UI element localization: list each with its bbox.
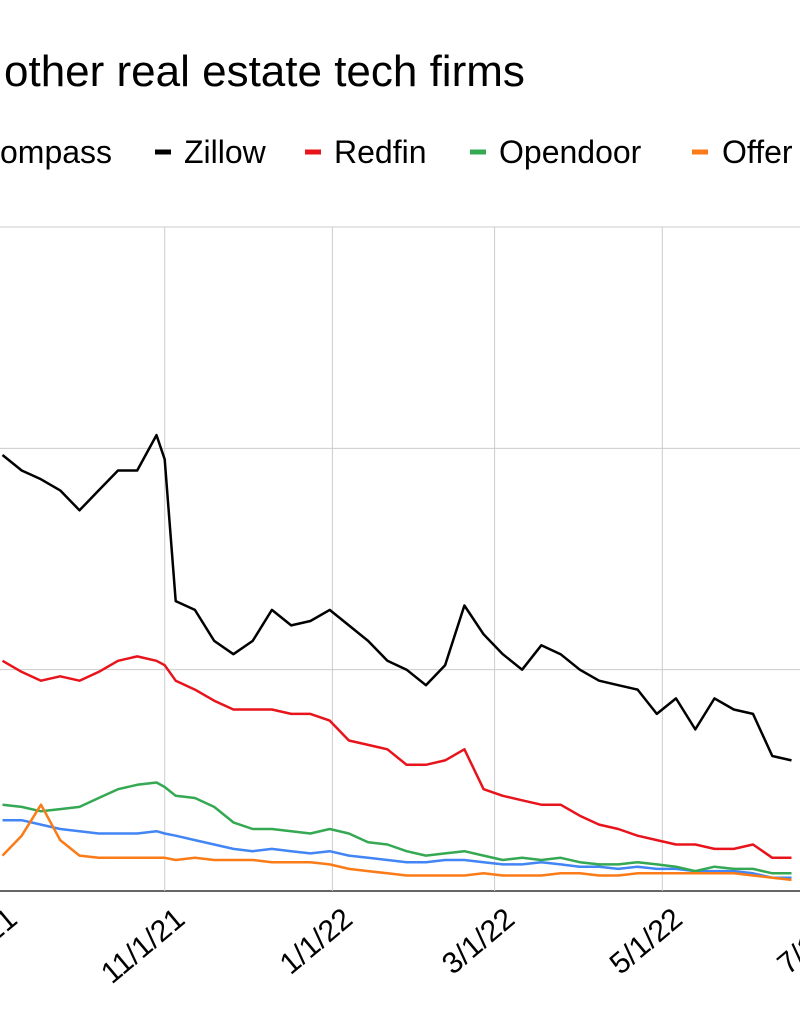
series-line: [1, 433, 792, 762]
series-line: [1, 803, 792, 882]
x-tick-label: 5/1/22: [604, 902, 689, 981]
chart-title: other real estate tech firms: [4, 47, 525, 96]
x-tick-label: 11/1/21: [95, 902, 191, 990]
series-line: [2, 818, 792, 879]
legend-label: Offer: [722, 134, 793, 170]
x-tick-label: 3/1/22: [436, 902, 521, 981]
series-line: [1, 655, 792, 860]
series-line: [2, 781, 792, 875]
legend-label: Zillow: [184, 134, 267, 170]
x-tick-label: 9/1/21: [0, 902, 23, 981]
legend-label: Opendoor: [499, 134, 642, 170]
x-tick-label: 1/1/22: [274, 902, 359, 981]
legend-label: Redfin: [334, 134, 427, 170]
x-tick-label: 7/1/22: [771, 902, 800, 981]
legend-label: ompass: [0, 134, 112, 170]
